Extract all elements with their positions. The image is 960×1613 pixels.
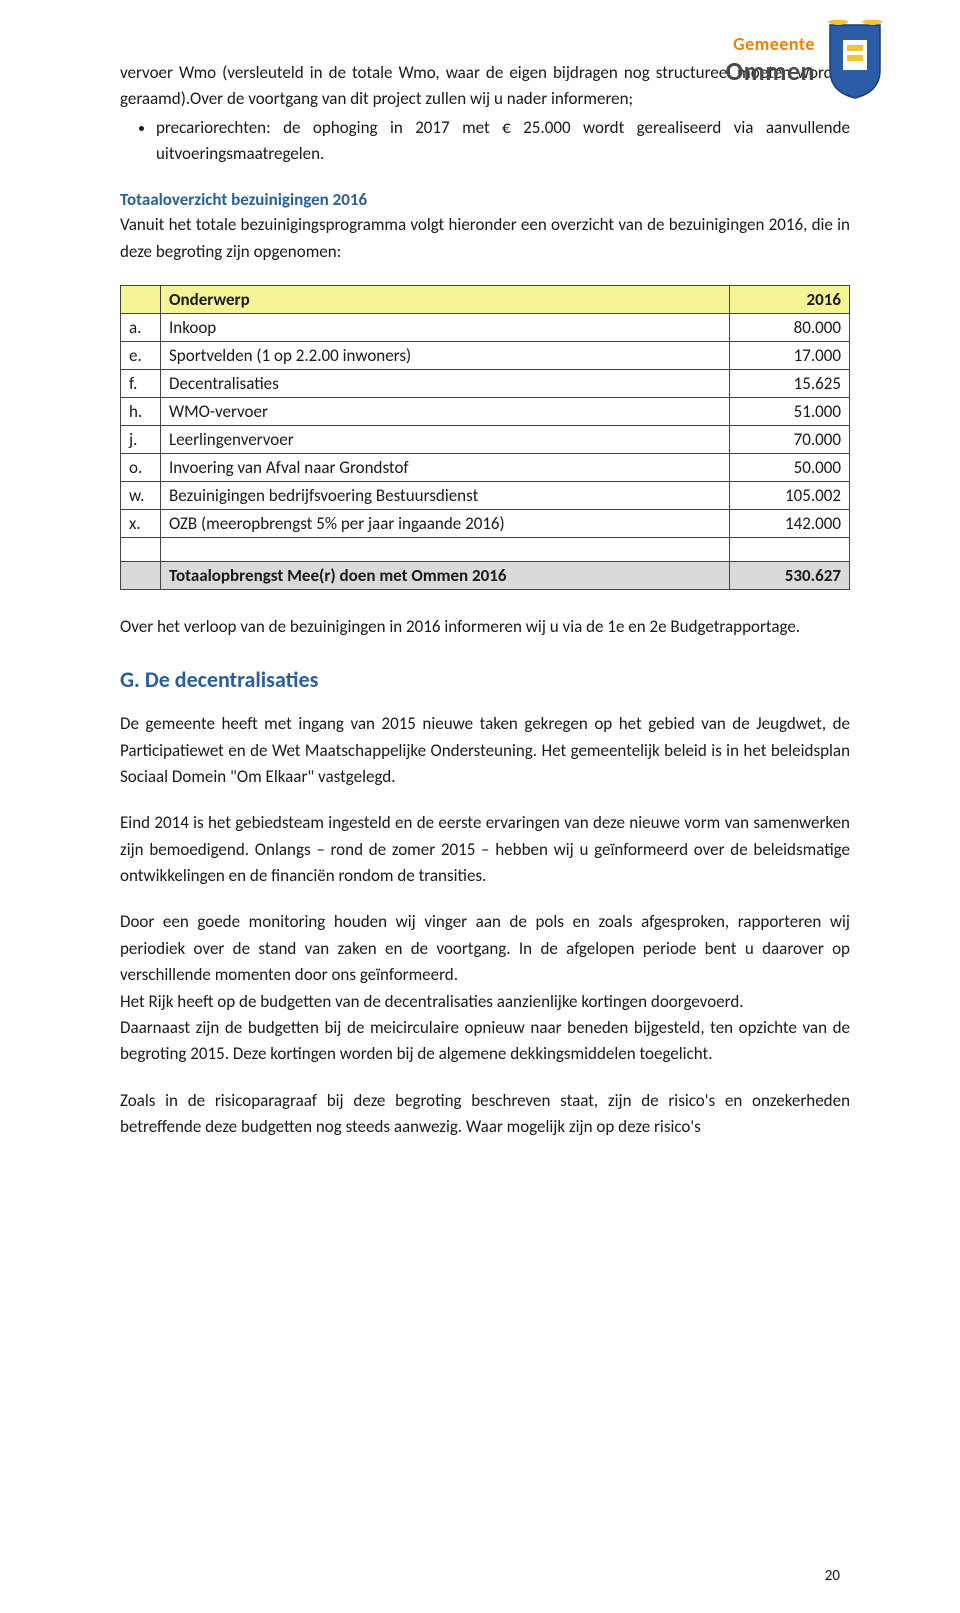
row-name: OZB (meeropbrengst 5% per jaar ingaande … — [161, 510, 730, 538]
table-row: x.OZB (meeropbrengst 5% per jaar ingaand… — [121, 510, 850, 538]
row-val: 70.000 — [730, 426, 850, 454]
row-name: Leerlingenvervoer — [161, 426, 730, 454]
g-paragraph-3-group: Door een goede monitoring houden wij vin… — [120, 909, 850, 1014]
page-number: 20 — [825, 1567, 840, 1585]
row-val: 80.000 — [730, 314, 850, 342]
row-id: x. — [121, 510, 161, 538]
g-paragraph-1: De gemeente heeft met ingang van 2015 ni… — [120, 711, 850, 790]
overview-body: Vanuit het totale bezuinigingsprogramma … — [120, 212, 850, 265]
table-spacer-row — [121, 538, 850, 562]
g-paragraph-2: Eind 2014 is het gebiedsteam ingesteld e… — [120, 810, 850, 889]
shield-icon — [825, 20, 885, 100]
budget-table: Onderwerp 2016 a.Inkoop80.000 e.Sportvel… — [120, 285, 850, 590]
row-id: f. — [121, 370, 161, 398]
row-id: w. — [121, 482, 161, 510]
table-row: o.Invoering van Afval naar Grondstof50.0… — [121, 454, 850, 482]
row-id: a. — [121, 314, 161, 342]
table-header-row: Onderwerp 2016 — [121, 286, 850, 314]
row-name: Inkoop — [161, 314, 730, 342]
table-row: e.Sportvelden (1 op 2.2.00 inwoners)17.0… — [121, 342, 850, 370]
logo-line2: Ommen — [726, 55, 815, 87]
logo-line1: Gemeente — [726, 33, 815, 55]
row-val: 105.002 — [730, 482, 850, 510]
header-blank — [121, 286, 161, 314]
g-paragraph-5: Zoals in de risicoparagraaf bij deze beg… — [120, 1088, 850, 1141]
row-name: Invoering van Afval naar Grondstof — [161, 454, 730, 482]
spacer-cell — [121, 538, 161, 562]
total-val: 530.627 — [730, 562, 850, 590]
table-total-row: Totaalopbrengst Mee(r) doen met Ommen 20… — [121, 562, 850, 590]
g-paragraph-3b: Het Rijk heeft op de budgetten van de de… — [120, 989, 850, 1015]
row-val: 15.625 — [730, 370, 850, 398]
table-row: h.WMO-vervoer51.000 — [121, 398, 850, 426]
bullet-list: precariorechten: de ophoging in 2017 met… — [120, 115, 850, 168]
g-paragraph-4: Daarnaast zijn de budgetten bij de meici… — [120, 1015, 850, 1068]
row-val: 50.000 — [730, 454, 850, 482]
spacer-cell — [161, 538, 730, 562]
spacer-cell — [730, 538, 850, 562]
row-val: 17.000 — [730, 342, 850, 370]
row-name: WMO-vervoer — [161, 398, 730, 426]
after-table-paragraph: Over het verloop van de bezuinigingen in… — [120, 614, 850, 640]
table-row: j.Leerlingenvervoer70.000 — [121, 426, 850, 454]
row-name: Sportvelden (1 op 2.2.00 inwoners) — [161, 342, 730, 370]
document-page: Gemeente Ommen vervoer Wmo (versleuteld … — [0, 0, 960, 1613]
list-item: precariorechten: de ophoging in 2017 met… — [156, 115, 850, 168]
overview-heading: Totaaloverzicht bezuinigingen 2016 — [120, 189, 850, 210]
table-row: a.Inkoop80.000 — [121, 314, 850, 342]
total-name: Totaalopbrengst Mee(r) doen met Ommen 20… — [161, 562, 730, 590]
row-val: 51.000 — [730, 398, 850, 426]
header-onderwerp: Onderwerp — [161, 286, 730, 314]
row-id: j. — [121, 426, 161, 454]
g-paragraph-3a: Door een goede monitoring houden wij vin… — [120, 909, 850, 988]
row-name: Bezuinigingen bedrijfsvoering Bestuursdi… — [161, 482, 730, 510]
table-row: w.Bezuinigingen bedrijfsvoering Bestuurs… — [121, 482, 850, 510]
logo-text: Gemeente Ommen — [726, 33, 815, 87]
total-blank — [121, 562, 161, 590]
municipality-logo: Gemeente Ommen — [726, 20, 885, 100]
header-year: 2016 — [730, 286, 850, 314]
table-body: a.Inkoop80.000 e.Sportvelden (1 op 2.2.0… — [121, 314, 850, 590]
row-id: o. — [121, 454, 161, 482]
row-val: 142.000 — [730, 510, 850, 538]
row-id: h. — [121, 398, 161, 426]
table-row: f.Decentralisaties15.625 — [121, 370, 850, 398]
row-id: e. — [121, 342, 161, 370]
row-name: Decentralisaties — [161, 370, 730, 398]
section-g-heading: G. De decentralisaties — [120, 666, 850, 693]
